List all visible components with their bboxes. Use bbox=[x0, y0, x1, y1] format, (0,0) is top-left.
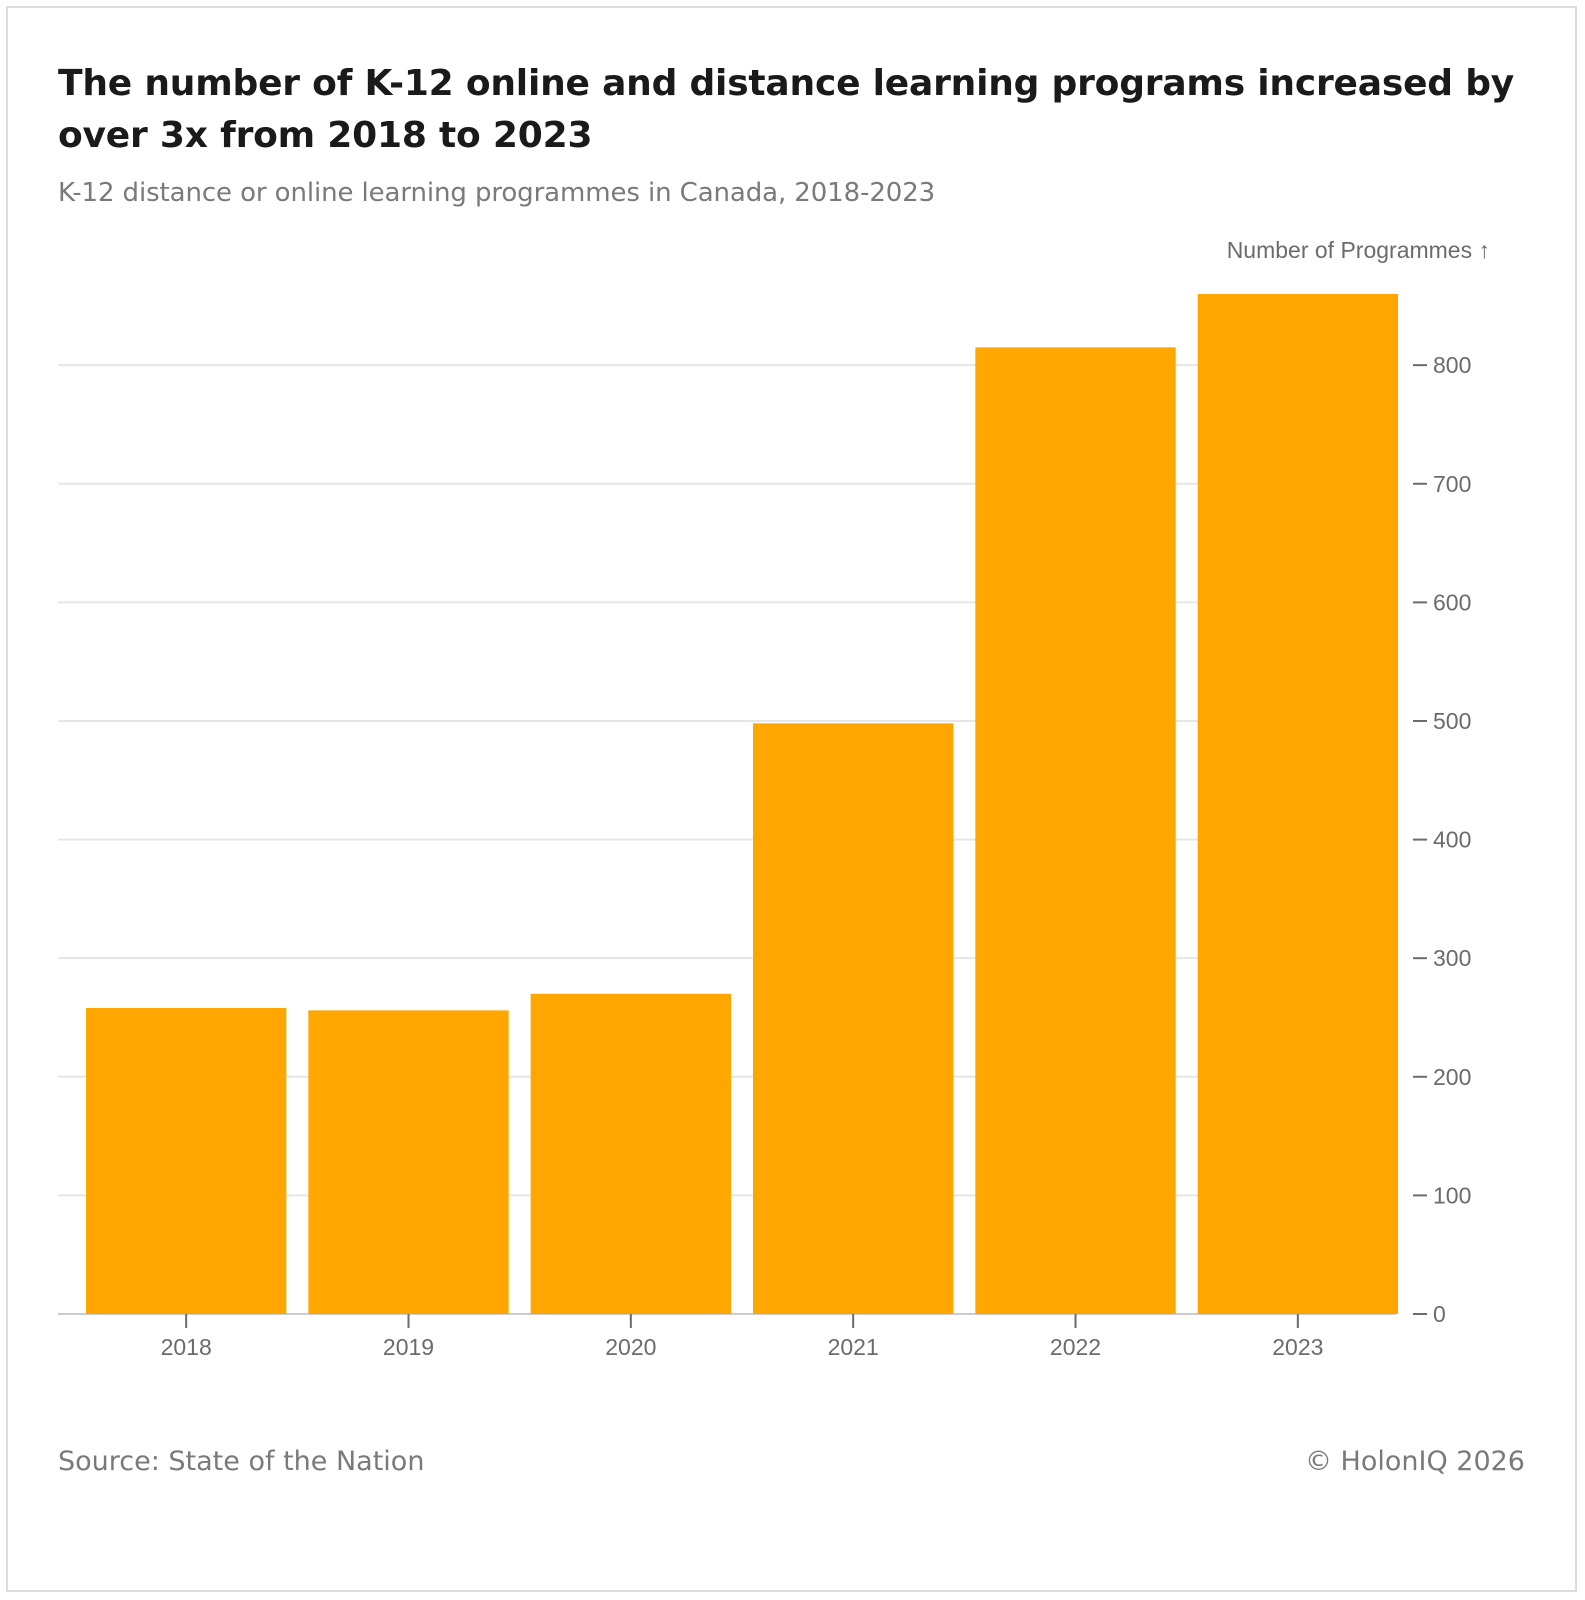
bar-2020 bbox=[530, 993, 731, 1314]
x-tick-label-2019: 2019 bbox=[383, 1334, 434, 1360]
source-note: Source: State of the Nation bbox=[58, 1446, 425, 1477]
bar-2021 bbox=[753, 723, 954, 1314]
bar-chart: 0 100 200 300 400 500 600 700 800 2018 2019 2020 202… bbox=[58, 237, 1490, 1360]
y-tick-label-500: 500 bbox=[1433, 708, 1471, 734]
chart-subtitle: K-12 distance or online learning program… bbox=[58, 178, 936, 208]
bar-2018 bbox=[86, 1008, 287, 1314]
x-tick-label-2023: 2023 bbox=[1272, 1334, 1323, 1360]
x-tick-label-2018: 2018 bbox=[161, 1334, 212, 1360]
y-tick-label-700: 700 bbox=[1433, 471, 1471, 497]
x-tick-label-2020: 2020 bbox=[605, 1334, 656, 1360]
bar-2023 bbox=[1197, 294, 1398, 1314]
bar-2019 bbox=[308, 1010, 509, 1314]
copyright-note: © HolonIQ 2026 bbox=[1304, 1446, 1525, 1477]
bars bbox=[86, 294, 1398, 1315]
y-tick-label-200: 200 bbox=[1433, 1064, 1471, 1090]
x-tick-label-2022: 2022 bbox=[1050, 1334, 1101, 1360]
y-tick-label-300: 300 bbox=[1433, 945, 1471, 971]
y-axis-label: Number of Programmes ↑ bbox=[1227, 237, 1490, 263]
y-tick-label-400: 400 bbox=[1433, 827, 1471, 853]
bar-2022 bbox=[975, 347, 1176, 1315]
y-tick-label-600: 600 bbox=[1433, 589, 1471, 615]
y-tick-label-0: 0 bbox=[1433, 1301, 1446, 1327]
axes: 0 100 200 300 400 500 600 700 800 2018 2019 2020 202… bbox=[161, 352, 1472, 1360]
x-tick-label-2021: 2021 bbox=[828, 1334, 879, 1360]
y-tick-label-100: 100 bbox=[1433, 1182, 1471, 1208]
chart-title: The number of K-12 online and distance l… bbox=[58, 63, 1515, 156]
y-tick-label-800: 800 bbox=[1433, 352, 1471, 378]
